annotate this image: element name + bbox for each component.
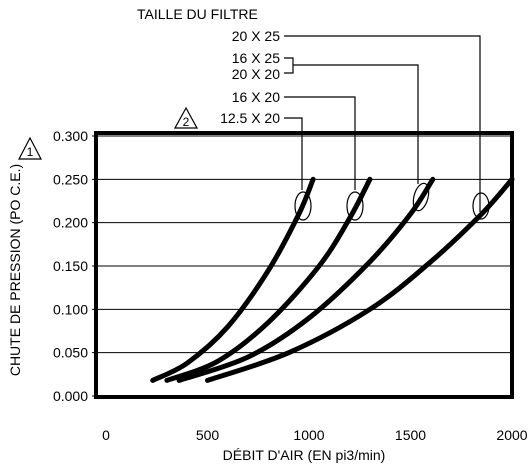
callout-ellipse-20x25 [472,192,490,220]
callout-ellipses [294,182,490,221]
legend-title: TAILLE DU FILTRE [137,6,258,22]
legend-leaders [284,35,481,212]
series-line-0 [150,176,316,383]
x-tick-label: 2000 [496,427,527,443]
legend-label-16x20: 16 X 20 [232,89,280,105]
legend-label-20x20: 20 X 20 [232,66,280,82]
y-tick-label: 0.000 [53,388,88,404]
x-tick-label: 1000 [293,427,324,443]
note-marker-2-label: 2 [183,115,190,129]
y-tick-label: 0.050 [53,345,88,361]
y-tick-label: 0.150 [53,258,88,274]
series-line-3 [205,176,515,383]
y-tick-label: 0.250 [53,171,88,187]
leader-12-5x20 [284,117,303,190]
x-tick-label: 0 [102,427,110,443]
callout-ellipse-12-5x20 [294,191,312,221]
y-tick-label: 0.300 [53,128,88,144]
series-line-2 [176,176,436,383]
y-tick-labels: 0.000 0.050 0.100 0.150 0.200 0.250 0.300 [53,128,88,404]
series-line-1 [164,176,373,383]
y-axis-title: CHUTE DE PRESSION (PO C.E.) [7,164,23,376]
note-marker-1-label: 1 [27,145,34,159]
note-marker-1: 1 [18,136,42,160]
callout-ellipse-16x25-20x20 [412,182,430,212]
legend-labels: 20 X 25 16 X 25 20 X 20 16 X 20 12.5 X 2… [220,28,280,126]
callout-ellipse-16x20 [346,191,364,221]
leader-16x25-20x20 [284,57,419,184]
plot-frame [94,131,514,399]
x-axis-title: DÉBIT D'AIR (EN pi3/min) [223,447,386,463]
y-tick-label: 0.100 [53,301,88,317]
series-curves [150,176,515,383]
note-marker-2: 2 [173,106,199,129]
legend-label-16x25: 16 X 25 [232,50,280,66]
x-tick-label: 500 [196,427,220,443]
x-tick-labels: 0 500 1000 1500 2000 [102,427,528,443]
leader-20x25 [284,35,481,212]
legend-label-12-5x20: 12.5 X 20 [220,110,280,126]
legend-label-20x25: 20 X 25 [232,28,280,44]
x-tick-label: 1500 [395,427,426,443]
y-tick-label: 0.200 [53,215,88,231]
leader-16x20 [284,96,356,190]
